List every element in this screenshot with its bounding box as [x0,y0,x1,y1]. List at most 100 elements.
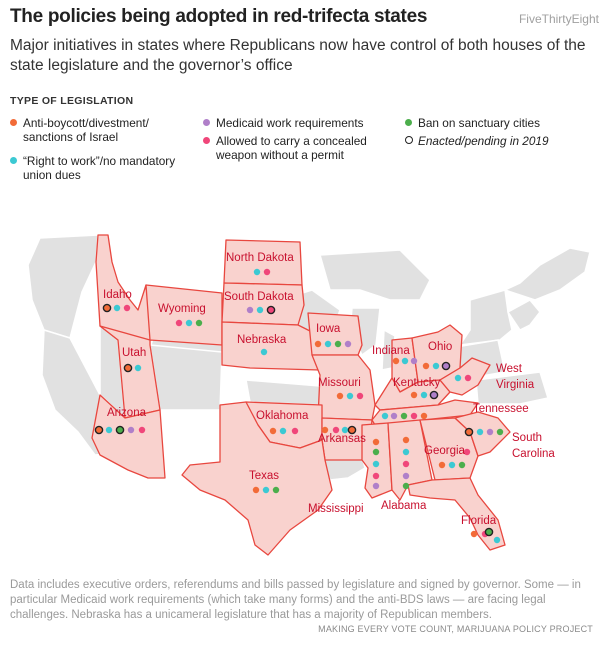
policy-dot-idaho-rtw [113,304,121,312]
state-label-idaho: Idaho [103,289,132,301]
state-shape-missouri [311,354,376,421]
state-label-south-carolina: South [512,432,542,444]
policy-dot-florida-sanctuary [484,527,494,537]
policy-dot-iowa-antibds [314,340,322,348]
policy-dot-alabama-sanctuary [402,482,410,490]
policy-dot-indiana-medicaid [410,357,418,365]
policy-dot-missouri-antibds [336,392,344,400]
state-shape-wyoming [145,284,223,346]
policy-dot-tennessee-carry [410,412,418,420]
policy-dot-south-dakota-rtw [256,306,264,314]
policy-dot-south-carolina-sanctuary [496,428,504,436]
policy-dot-texas-rtw [262,486,270,494]
policy-dot-ohio-antibds [422,362,430,370]
policy-dot-missouri-rtw [346,392,354,400]
policy-dot-texas-sanctuary [272,486,280,494]
states-layer [27,234,591,556]
legend-label-antibds: Anti-boycott/divestment/ sanctions of Is… [23,116,149,144]
legend-item-carry: Allowed to carry a concealed weapon with… [203,134,398,162]
state-shape-texas [181,401,333,556]
policy-dot-georgia-sanctuary [458,461,466,469]
policy-dot-utah-antibds [123,363,133,373]
legend-label-enacted: Enacted/pending in 2019 [418,134,549,148]
policy-dot-oklahoma-carry [291,427,299,435]
legend-item-enacted: Enacted/pending in 2019 [405,134,595,148]
policy-dot-oklahoma-rtw [279,427,287,435]
chart-title: The policies being adopted in red-trifec… [10,6,428,27]
legend-label-rtw: “Right to work”/no mandatory union dues [23,154,176,182]
policy-dot-ohio-medicaid [441,361,451,371]
policy-dot-south-carolina-rtw [476,428,484,436]
legend-label-sanctuary: Ban on sanctuary cities [418,116,540,130]
state-label-nebraska: Nebraska [237,334,287,346]
policy-dot-tennessee-rtw [381,412,389,420]
policy-dot-mississippi-antibds [372,438,380,446]
policy-dot-missouri-carry [356,392,364,400]
policy-dot-mississippi-medicaid [372,482,380,490]
state-label-south-carolina-line2: Carolina [512,448,555,460]
policy-dot-florida-rtw [493,536,501,544]
policy-dot-utah-rtw [134,364,142,372]
state-shape-florida [407,477,506,551]
policy-dot-south-carolina-medicaid [486,428,494,436]
state-label-missouri: Missouri [318,377,361,389]
policy-dot-oklahoma-antibds [269,427,277,435]
policy-dot-georgia-carry [463,448,471,456]
state-shape-idaho [95,234,153,341]
legend-item-sanctuary: Ban on sanctuary cities [405,116,595,130]
state-shape-nebraska [221,321,321,371]
policy-dot-nebraska-rtw [260,348,268,356]
policy-dot-mississippi-rtw [372,460,380,468]
policy-dot-south-carolina-antibds [464,427,474,437]
policy-dot-alabama-antibds [402,436,410,444]
policy-dot-idaho-carry [123,304,131,312]
policy-dot-arizona-sanctuary [115,425,125,435]
state-label-utah: Utah [122,347,146,359]
policy-dot-alabama-carry [402,460,410,468]
policy-dot-florida-antibds [470,530,478,538]
state-shape-south-carolina [454,411,511,457]
policy-dot-kentucky-antibds [410,391,418,399]
legend-label-carry: Allowed to carry a concealed weapon with… [216,134,367,162]
policy-dot-arkansas-antibds [347,425,357,435]
policy-dot-arizona-medicaid [127,426,135,434]
policy-dot-iowa-rtw [324,340,332,348]
legend-label-medicaid: Medicaid work requirements [216,116,364,130]
non-trifecta-state [506,299,541,331]
policy-dot-georgia-rtw [448,461,456,469]
state-label-west-virginia: West [496,363,523,375]
state-label-alabama: Alabama [381,500,427,512]
state-label-iowa: Iowa [316,323,341,335]
policy-dot-arkansas-carry [332,426,340,434]
policy-dot-south-dakota-medicaid [246,306,254,314]
policy-dot-arizona-carry [138,426,146,434]
policy-dot-wyoming-carry [175,319,183,327]
non-trifecta-state [319,249,431,301]
source-credit: MAKING EVERY VOTE COUNT, MARIJUANA POLIC… [318,624,593,634]
state-label-tennessee: Tennessee [473,403,529,415]
state-label-arkansas: Arkansas [318,433,366,445]
non-trifecta-state [475,371,549,405]
state-label-texas: Texas [249,470,279,482]
legend-item-antibds: Anti-boycott/divestment/ sanctions of Is… [10,116,200,144]
state-label-florida: Florida [461,515,497,527]
legend-dot-rtw [10,157,17,164]
state-labels-layer: Idaho Wyoming Utah Arizona North Dakota South… [103,252,555,527]
state-label-arizona: Arizona [107,407,147,419]
policy-dot-west-virginia-rtw [454,374,462,382]
legend-dot-sanctuary [405,119,412,126]
policy-dot-iowa-sanctuary [334,340,342,348]
state-label-west-virginia-line2: Virginia [496,379,535,391]
non-trifecta-state [245,379,323,406]
footnote: Data includes executive orders, referend… [10,579,581,621]
policy-dot-south-dakota-carry [266,305,276,315]
state-label-indiana: Indiana [372,345,410,357]
state-shape-west-virginia [439,357,491,396]
policy-dot-wyoming-sanctuary [195,319,203,327]
policy-dot-arkansas-antibds [321,426,329,434]
legend-dot-antibds [10,119,17,126]
policy-dot-alabama-rtw [402,448,410,456]
policy-dot-mississippi-carry [372,472,380,480]
non-trifecta-state [502,247,591,301]
policy-dot-tennessee-medicaid [390,412,398,420]
